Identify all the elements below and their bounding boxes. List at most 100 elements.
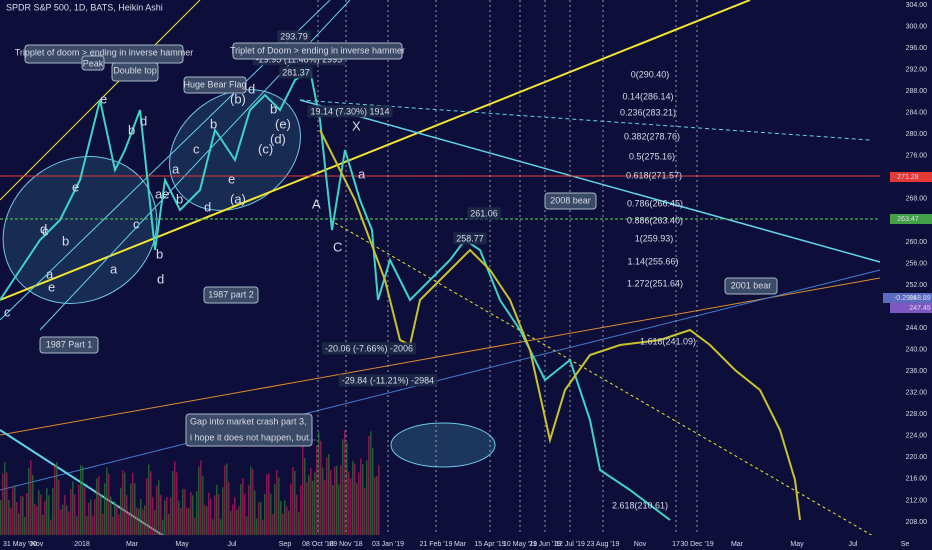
time-tick-label: Se — [901, 541, 910, 548]
fib-label: 0.618(271.57) — [626, 170, 682, 180]
volume-bar — [164, 500, 166, 535]
volume-bar — [30, 460, 32, 535]
wave-label: A — [312, 196, 321, 211]
volume-bar — [228, 482, 230, 535]
price-tick-label: 240.00 — [906, 346, 928, 353]
volume-bar — [168, 513, 170, 535]
volume-bar — [214, 495, 216, 535]
volume-bar — [78, 484, 80, 535]
volume-bar — [2, 473, 4, 535]
wave-label: e — [72, 179, 79, 194]
volume-bar — [362, 463, 364, 535]
volume-bar — [116, 504, 118, 535]
measure-label: -29.84 (-11.21%) -2984 — [342, 375, 434, 385]
volume-bar — [278, 477, 280, 535]
volume-bar — [62, 504, 64, 535]
fib-label: 0.5(275.16) — [629, 151, 675, 161]
time-tick-label: Sep — [279, 541, 292, 548]
volume-bar — [142, 509, 144, 535]
volume-bar — [68, 511, 70, 535]
note-text: 1987 part 2 — [208, 289, 254, 299]
note-text: 2001 bear — [731, 280, 772, 290]
volume-bar — [112, 516, 114, 535]
note-box — [724, 277, 778, 295]
volume-bar — [120, 487, 122, 535]
measure-label: 261.06 — [470, 208, 498, 218]
note-text: 2008 bear — [550, 195, 591, 205]
volume-bar — [268, 473, 270, 535]
measure-box — [467, 207, 501, 220]
volume-bar — [286, 506, 288, 535]
volume-bar — [138, 508, 140, 535]
wave-label: (a) — [230, 191, 246, 206]
volume-bar — [376, 476, 378, 535]
measure-box — [321, 342, 417, 355]
volume-bar — [204, 505, 206, 535]
wave-label: a — [110, 261, 118, 276]
price-tick-label: 228.00 — [906, 411, 928, 418]
volume-bar — [348, 471, 350, 535]
volume-bar — [84, 487, 86, 535]
volume-bar — [26, 493, 28, 535]
volume-bar — [166, 497, 168, 535]
volume-bar — [98, 476, 100, 535]
note-text: Triplet of Doom > ending in inverse hamm… — [230, 45, 405, 55]
price-tick-label: 260.00 — [906, 239, 928, 246]
wave-label: (d) — [270, 131, 286, 146]
measure-box — [338, 374, 438, 387]
wave-label: c — [133, 216, 140, 231]
volume-bar — [88, 502, 90, 535]
time-tick-label: Mar — [126, 541, 139, 548]
volume-bar — [54, 464, 56, 535]
volume-bar — [276, 470, 278, 535]
price-tick-label: 220.00 — [906, 454, 928, 461]
price-tag-label: 248.89 — [909, 295, 931, 302]
volume-bar — [292, 467, 294, 535]
volume-bar — [34, 504, 36, 535]
price-tick-label: 232.00 — [906, 390, 928, 397]
volume-bar — [148, 464, 150, 535]
volume-bar — [358, 472, 360, 535]
fib-label: 0.382(278.76) — [624, 131, 680, 141]
volume-bar — [340, 465, 342, 535]
wave-label: b — [270, 101, 277, 116]
price-tick-label: 224.00 — [906, 433, 928, 440]
volume-bar — [316, 445, 318, 535]
volume-bar — [48, 495, 50, 535]
volume-bar — [12, 486, 14, 535]
time-tick-label: Nov — [31, 541, 44, 548]
volume-bar — [232, 504, 234, 535]
volume-bar — [60, 509, 62, 535]
volume-bar — [174, 460, 176, 535]
volume-bar — [24, 516, 26, 535]
wave-label: c — [193, 141, 200, 156]
time-tick-label: 10 May '19 — [503, 541, 537, 548]
volume-bar — [52, 487, 54, 535]
note-text: Peak — [83, 58, 104, 68]
volume-bar — [134, 483, 136, 535]
volume-bar — [218, 494, 220, 535]
volume-bar — [280, 500, 282, 535]
volume-bar — [36, 506, 38, 535]
fib-label: 0.886(263.40) — [627, 215, 683, 225]
volume-bar — [184, 489, 186, 535]
volume-bar — [208, 492, 210, 535]
price-axis-bg — [880, 0, 932, 550]
volume-bar — [40, 494, 42, 535]
price-tick-label: 208.00 — [906, 519, 928, 526]
time-tick-label: 08 Oct '18 — [302, 541, 334, 548]
measure-label: 258.77 — [456, 233, 484, 243]
volume-bar — [4, 462, 6, 535]
volume-bar — [118, 514, 120, 535]
volume-bar — [238, 506, 240, 535]
volume-bar — [322, 467, 324, 535]
price-tag-label: 247.45 — [909, 305, 931, 312]
volume-bar — [338, 484, 340, 535]
volume-bar — [246, 516, 248, 535]
volume-bar — [150, 471, 152, 535]
note-box — [185, 413, 313, 447]
volume-bar — [312, 480, 314, 535]
volume-bar — [154, 509, 156, 535]
note-box — [81, 55, 105, 71]
